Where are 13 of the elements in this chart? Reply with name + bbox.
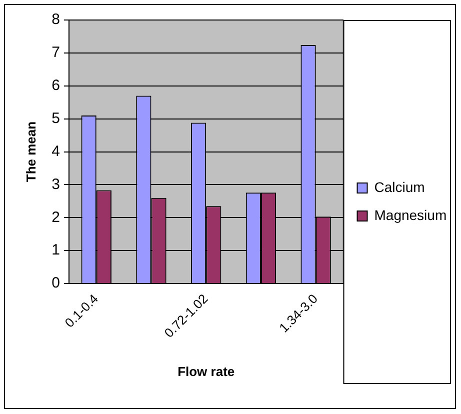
y-axis-title: The mean <box>23 121 38 182</box>
y-tick-label: 4 <box>52 142 60 160</box>
legend-label: Magnesium <box>374 206 447 223</box>
y-tick-label: 2 <box>52 208 60 226</box>
y-tick-label: 8 <box>52 11 60 28</box>
legend-label: Calcium <box>374 178 425 195</box>
x-axis-title: Flow rate <box>178 364 235 379</box>
y-tick-label: 1 <box>52 242 60 259</box>
y-tick-label: 7 <box>52 44 60 62</box>
y-tick-label: 5 <box>52 110 60 127</box>
y-tick-label: 0 <box>52 274 60 292</box>
y-tick-label: 3 <box>52 176 60 193</box>
y-tick-label: 6 <box>52 77 60 94</box>
